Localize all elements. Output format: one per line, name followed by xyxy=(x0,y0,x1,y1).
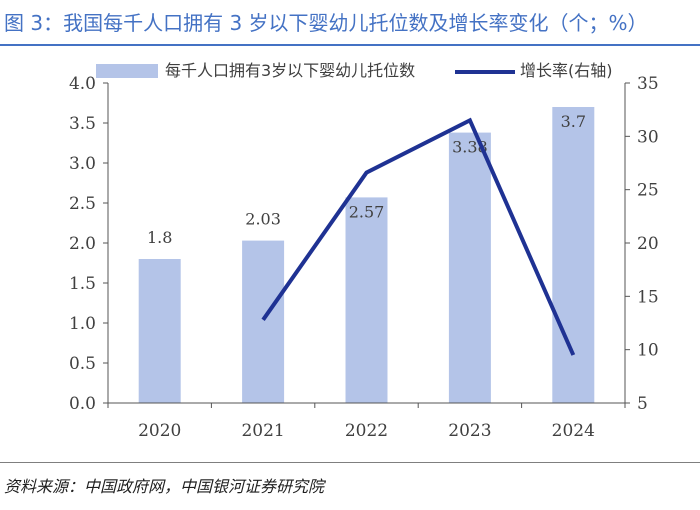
legend-line-label: 增长率(右轴) xyxy=(520,61,613,80)
x-tick-label-2022: 2022 xyxy=(345,421,388,441)
left-tick-label: 0.0 xyxy=(69,394,96,414)
legend-bar-label: 每千人口拥有3岁以下婴幼儿托位数 xyxy=(165,61,415,80)
left-tick-label: 4.0 xyxy=(69,74,96,94)
title-divider xyxy=(0,44,700,46)
growth-rate-line xyxy=(261,117,576,356)
left-tick-label: 1.0 xyxy=(69,314,96,334)
x-tick-label-2021: 2021 xyxy=(241,421,284,441)
x-tick-label-2024: 2024 xyxy=(552,421,595,441)
bar-label-2022: 2.57 xyxy=(349,202,385,221)
bar-2024 xyxy=(552,107,595,403)
left-tick-label: 3.0 xyxy=(69,154,96,174)
source-note: 资料来源：中国政府网，中国银河证券研究院 xyxy=(4,477,325,496)
left-tick-label: 0.5 xyxy=(69,354,96,374)
x-tick-label-2020: 2020 xyxy=(138,421,181,441)
chart-title: 图 3：我国每千人口拥有 3 岁以下婴幼儿托位数及增长率变化（个；%） xyxy=(4,11,648,35)
bar-label-2024: 3.7 xyxy=(561,112,586,131)
right-tick-label: 5 xyxy=(637,394,648,414)
bar-2021 xyxy=(242,240,285,403)
left-tick-label: 1.5 xyxy=(69,274,96,294)
left-tick-label: 2.5 xyxy=(69,194,96,214)
right-tick-label: 20 xyxy=(637,234,659,254)
footer-divider xyxy=(0,462,700,463)
bar-label-2020: 1.8 xyxy=(147,228,172,247)
right-tick-label: 10 xyxy=(637,341,659,361)
right-tick-label: 30 xyxy=(637,127,659,147)
left-tick-label: 2.0 xyxy=(69,234,96,254)
right-tick-label: 25 xyxy=(637,181,659,201)
right-tick-label: 15 xyxy=(637,287,659,307)
axes-group: 0.0 0.5 1.0 1.5 2.0 2.5 3.0 3.5 4.0 5 10 15 20 25 30 35… xyxy=(69,74,659,441)
legend: 每千人口拥有3岁以下婴幼儿托位数 增长率(右轴) xyxy=(96,61,613,80)
bar-2020 xyxy=(138,259,181,403)
right-tick-label: 35 xyxy=(637,74,659,94)
line-group xyxy=(261,117,576,356)
x-tick-label-2023: 2023 xyxy=(448,421,491,441)
combo-chart: 1.82.03 2.573.383.7 0.00.51.01.52.02.53.0… xyxy=(69,61,659,441)
bar-label-2021: 2.03 xyxy=(245,210,281,229)
bar-2023 xyxy=(448,132,491,403)
bars-group: 1.82.03 2.573.383.7 xyxy=(138,107,595,403)
left-tick-label: 3.5 xyxy=(69,114,96,134)
bar-2022 xyxy=(345,197,388,403)
legend-bar-swatch xyxy=(96,64,158,78)
